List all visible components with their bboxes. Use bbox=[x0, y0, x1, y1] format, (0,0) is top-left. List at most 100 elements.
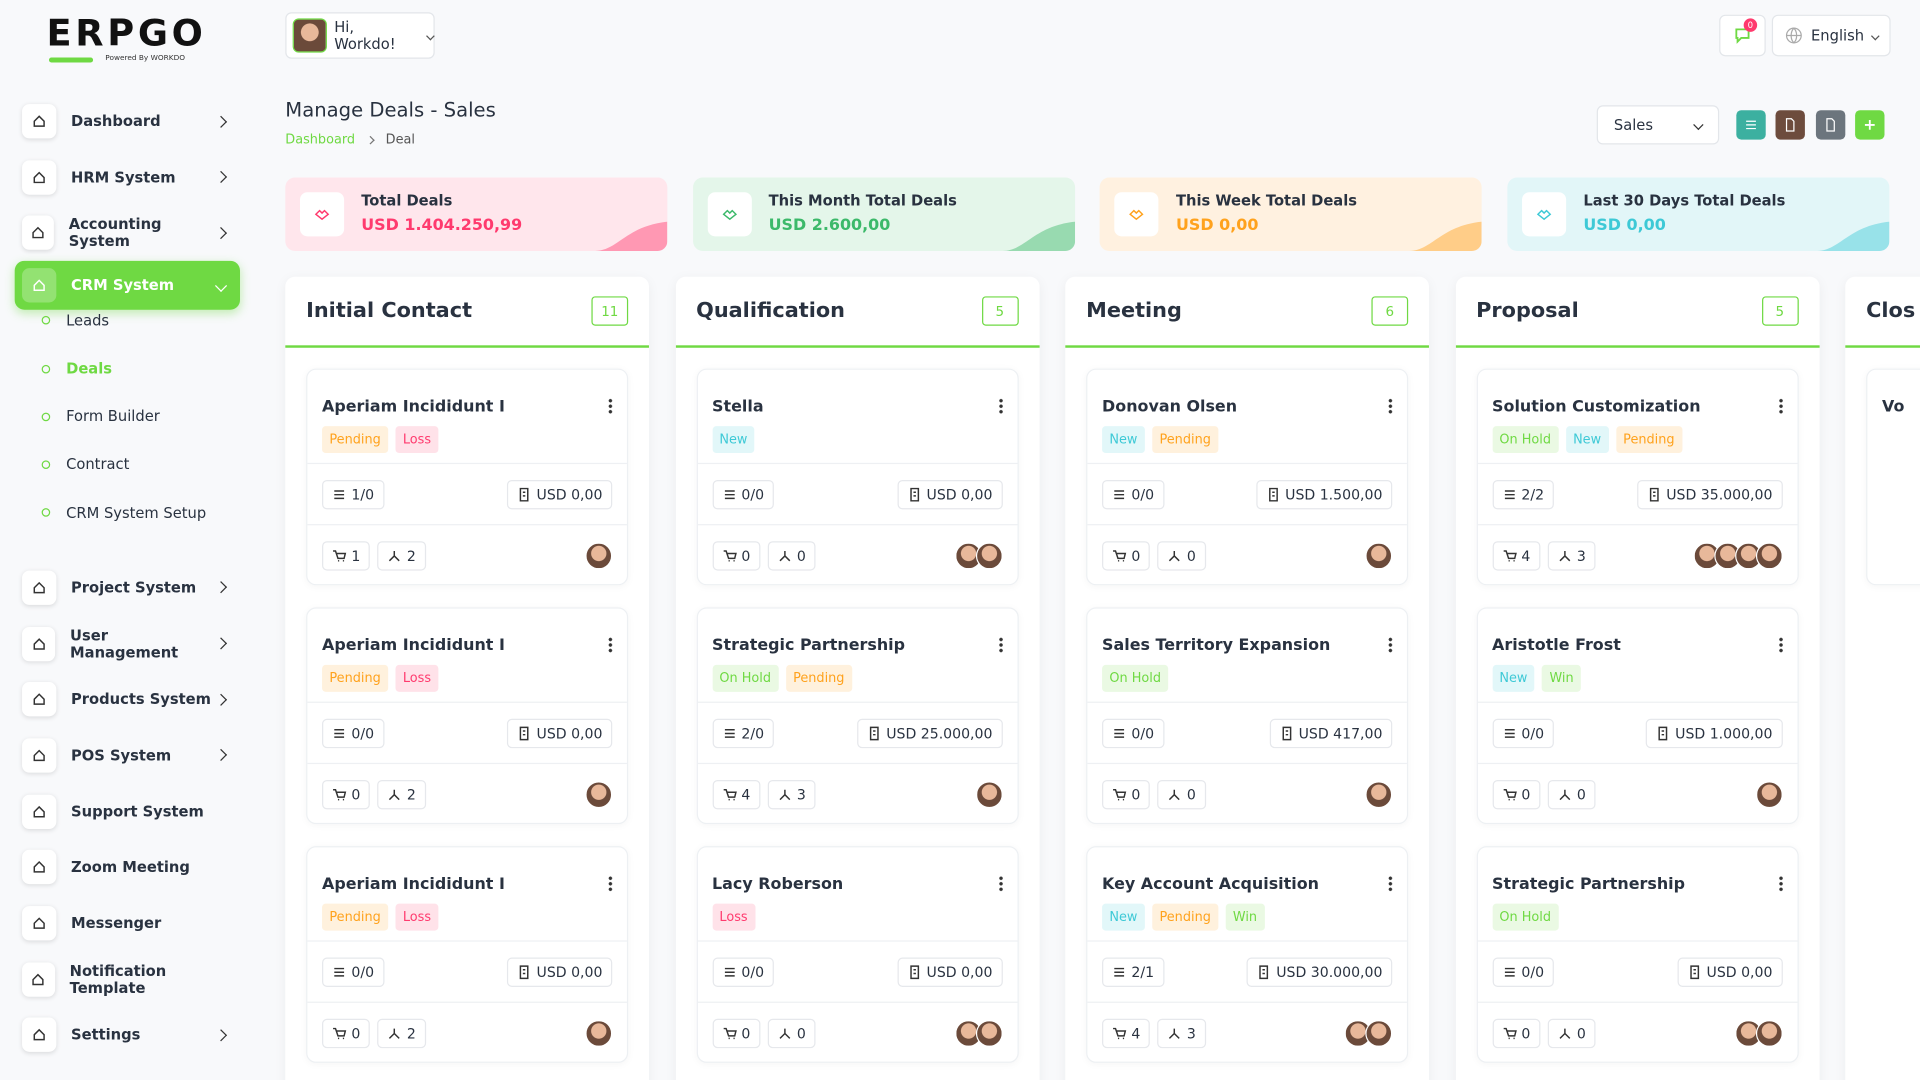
nav-icon bbox=[22, 794, 57, 829]
nav-subitem[interactable]: CRM System Setup bbox=[42, 504, 206, 521]
notification-button[interactable]: 0 bbox=[1719, 14, 1766, 57]
deal-menu[interactable] bbox=[608, 397, 613, 414]
icon bbox=[333, 788, 347, 800]
icon bbox=[1503, 1027, 1517, 1039]
nav-item[interactable]: HRM System bbox=[15, 153, 240, 202]
deal-tasks: 0/0 bbox=[1492, 718, 1554, 748]
deal-card[interactable]: Aperiam Incididunt I Pending Loss 1/0 USD 0,… bbox=[306, 368, 629, 586]
language-select[interactable]: English bbox=[1771, 14, 1891, 57]
deal-card[interactable]: Solution Customization On Hold New Pending 2… bbox=[1476, 368, 1799, 586]
deal-tag: Loss bbox=[395, 664, 439, 692]
deal-tags: Pending Loss bbox=[307, 416, 627, 463]
deal-card[interactable]: Stella New 0/0 USD 0,00 0 0 bbox=[696, 368, 1019, 586]
deal-card[interactable]: Aperiam Incididunt I Pending Loss 0/0 USD 0,… bbox=[306, 846, 629, 1063]
deal-tags: On Hold bbox=[1477, 894, 1797, 941]
import-button[interactable] bbox=[1775, 110, 1805, 140]
nav-subitem[interactable]: Contract bbox=[42, 456, 129, 473]
nav-icon bbox=[22, 850, 57, 885]
nav-icon bbox=[22, 570, 57, 605]
deal-menu[interactable] bbox=[1388, 636, 1393, 653]
deal-title-row: Donovan Olsen bbox=[1087, 370, 1407, 416]
deal-stats-row: 0/0 USD 417,00 bbox=[1087, 701, 1407, 763]
nav-item[interactable]: POS System bbox=[15, 731, 240, 780]
deal-menu[interactable] bbox=[998, 636, 1003, 653]
deal-sources: 0 bbox=[767, 1018, 816, 1048]
icon bbox=[1559, 550, 1571, 561]
user-menu[interactable]: Hi, Workdo! bbox=[285, 12, 435, 59]
tasks-text: 0/0 bbox=[351, 724, 375, 742]
deal-card[interactable]: Strategic Partnership On Hold Pending 2/0 US… bbox=[696, 607, 1019, 825]
deal-price: USD 35.000,00 bbox=[1636, 479, 1783, 509]
stat-title: This Month Total Deals bbox=[768, 192, 957, 210]
deal-card[interactable]: Vo bbox=[1866, 368, 1920, 586]
deal-menu[interactable] bbox=[1778, 397, 1783, 414]
icon bbox=[1114, 728, 1125, 738]
create-button[interactable] bbox=[1855, 110, 1885, 140]
nav-subitem[interactable]: Deals bbox=[42, 360, 112, 377]
deal-menu[interactable] bbox=[1778, 875, 1783, 892]
nav-item[interactable]: Products System bbox=[15, 675, 240, 724]
nav-item[interactable]: Zoom Meeting bbox=[15, 843, 240, 892]
nav-label: Notification Template bbox=[69, 962, 167, 997]
icon bbox=[389, 550, 401, 561]
deal-menu[interactable] bbox=[998, 397, 1003, 414]
deal-menu[interactable] bbox=[608, 875, 613, 892]
deal-card[interactable]: Lacy Roberson Loss 0/0 USD 0,00 0 0 bbox=[696, 846, 1019, 1063]
deal-price: USD 0,00 bbox=[1677, 956, 1783, 987]
nav-item[interactable]: Support System bbox=[15, 787, 240, 836]
price-text: USD 25.000,00 bbox=[886, 724, 993, 742]
deal-menu[interactable] bbox=[1778, 636, 1783, 653]
deal-stats-row: 0/0 USD 0,00 bbox=[697, 462, 1017, 524]
deal-menu[interactable] bbox=[1388, 875, 1393, 892]
icon bbox=[1504, 967, 1515, 977]
icon bbox=[334, 489, 345, 499]
column-name: Meeting bbox=[1086, 298, 1182, 324]
deal-stats-row: 2/2 USD 35.000,00 bbox=[1477, 462, 1797, 524]
nav-item[interactable]: Notification Template bbox=[15, 955, 240, 1004]
icon bbox=[519, 964, 529, 979]
list-view-button[interactable] bbox=[1736, 110, 1766, 140]
export-button[interactable] bbox=[1815, 110, 1846, 140]
deal-card[interactable]: Key Account Acquisition New Pending Win 2/1 U… bbox=[1086, 846, 1409, 1063]
deal-menu[interactable] bbox=[608, 636, 613, 653]
deal-card[interactable]: Aperiam Incididunt I Pending Loss 0/0 USD 0,… bbox=[306, 607, 629, 825]
deal-tag: New bbox=[1102, 903, 1145, 931]
pipeline-column: Clos Vo bbox=[1845, 276, 1920, 1080]
deal-users bbox=[1365, 541, 1393, 569]
pipeline-select[interactable]: Sales bbox=[1596, 105, 1720, 145]
nav-item[interactable]: Accounting System bbox=[15, 209, 240, 258]
deal-title: Strategic Partnership bbox=[1492, 875, 1686, 894]
nav-item[interactable]: Project System bbox=[15, 563, 240, 612]
deal-products: 0 bbox=[712, 540, 761, 571]
column-count: 11 bbox=[591, 296, 629, 326]
logo[interactable]: ERPGO bbox=[46, 12, 207, 56]
breadcrumb-link[interactable]: Dashboard bbox=[285, 132, 356, 147]
nav-item[interactable]: Dashboard bbox=[15, 97, 240, 146]
nav-subitem[interactable]: Leads bbox=[42, 312, 109, 329]
icon bbox=[779, 789, 791, 800]
deal-card[interactable]: Donovan Olsen New Pending 0/0 USD 1.500,00 0 0 bbox=[1086, 368, 1409, 586]
icon bbox=[1169, 550, 1181, 561]
deal-card[interactable]: Aristotle Frost New Win 0/0 USD 1.000,00 0 0 bbox=[1476, 607, 1799, 825]
deal-stats-row: 0/0 USD 1.000,00 bbox=[1477, 701, 1797, 763]
deal-tags: New Pending Win bbox=[1087, 894, 1407, 941]
deal-card[interactable]: Strategic Partnership On Hold 0/0 USD 0,00 0… bbox=[1476, 846, 1799, 1063]
deal-tags: On Hold bbox=[1087, 655, 1407, 702]
deal-tasks: 0/0 bbox=[712, 479, 774, 509]
nav-item[interactable]: User Management bbox=[15, 619, 240, 668]
deal-title: Strategic Partnership bbox=[712, 636, 906, 656]
nav-arrow bbox=[214, 171, 228, 184]
nav-item[interactable]: Settings bbox=[15, 1011, 240, 1060]
deal-card[interactable]: Sales Territory Expansion On Hold 0/0 USD 4… bbox=[1086, 607, 1409, 825]
icon bbox=[1114, 967, 1125, 977]
column-name: Clos bbox=[1866, 298, 1916, 324]
nav-item[interactable]: Messenger bbox=[15, 899, 240, 948]
tasks-text: 0/0 bbox=[1521, 963, 1545, 981]
nav-subitem[interactable]: Form Builder bbox=[42, 408, 160, 425]
tasks-text: 2/1 bbox=[1131, 963, 1155, 981]
deal-menu[interactable] bbox=[1388, 397, 1393, 414]
nav-icon bbox=[22, 160, 57, 195]
nav-item[interactable]: CRM System bbox=[14, 260, 241, 310]
nav-icon bbox=[22, 906, 57, 941]
deal-menu[interactable] bbox=[998, 875, 1003, 892]
